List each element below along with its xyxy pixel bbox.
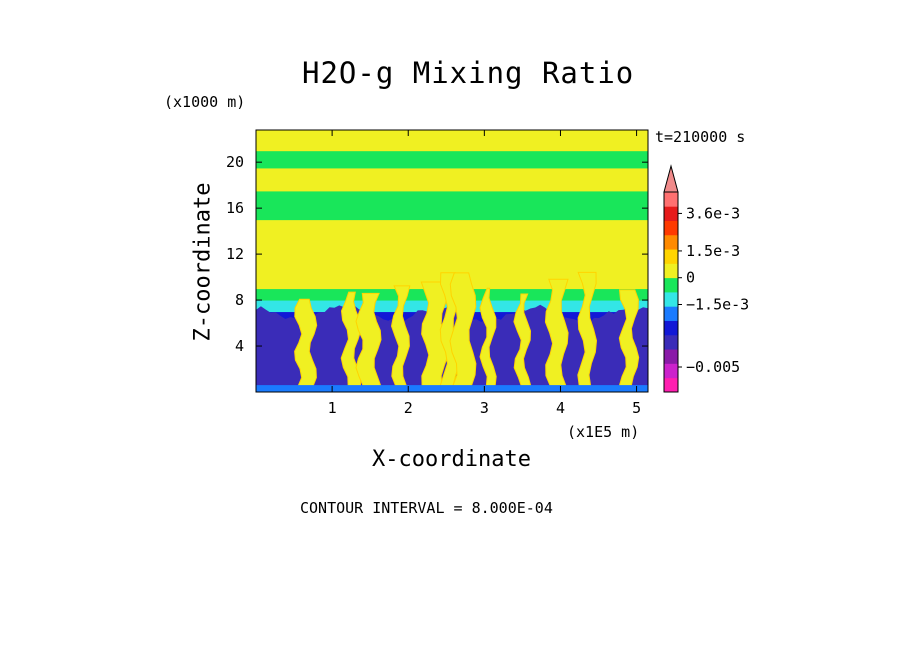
colorbar-frame xyxy=(663,191,679,393)
x-tick-label: 1 xyxy=(328,399,337,417)
x-tick-label: 3 xyxy=(480,399,489,417)
colorbar-swatch xyxy=(664,220,678,236)
colorbar-swatch xyxy=(664,263,678,279)
colorbar-swatch xyxy=(664,277,678,293)
colorbar-label: 3.6e-3 xyxy=(686,204,740,222)
colorbar-swatch xyxy=(664,234,678,250)
y-tick-label: 12 xyxy=(226,245,244,263)
colorbar-swatch xyxy=(664,320,678,336)
field-plume xyxy=(355,292,382,387)
colorbar-swatch xyxy=(664,249,678,264)
x-tick-label: 4 xyxy=(556,399,565,417)
time-label: t=210000 s xyxy=(655,128,746,146)
colorbar: 3.6e-3 1.5e-3 0 −1.5e-3 −0.005 xyxy=(663,164,749,393)
colorbar-swatch xyxy=(664,349,678,364)
colorbar-label: −0.005 xyxy=(686,358,740,376)
colorbar-swatch xyxy=(664,206,678,221)
x-axis-label: X-coordinate xyxy=(372,447,531,472)
field-band xyxy=(256,150,648,169)
x-tick-label: 5 xyxy=(632,399,641,417)
field-band xyxy=(256,130,648,152)
x-axis: 1 2 3 4 5 xyxy=(328,130,641,417)
contour-field xyxy=(256,130,648,392)
y-tick-label: 20 xyxy=(226,153,244,171)
field-plume xyxy=(618,289,640,387)
field-plume xyxy=(294,298,318,389)
colorbar-label: −1.5e-3 xyxy=(686,296,749,314)
field-plume xyxy=(449,272,477,387)
chart-title: H2O-g Mixing Ratio xyxy=(302,56,635,90)
colorbar-overflow-arrow xyxy=(663,164,679,193)
colorbar-swatch xyxy=(664,292,678,307)
field-plume xyxy=(513,293,532,387)
y-axis: 4 8 12 16 20 xyxy=(226,153,648,355)
colorbar-swatch xyxy=(664,192,678,207)
colorbar-label: 0 xyxy=(686,269,695,287)
field-plume xyxy=(390,285,411,387)
colorbar-swatch xyxy=(664,334,678,350)
field-plume xyxy=(577,271,598,387)
x-scale-label: (x1E5 m) xyxy=(567,423,640,441)
colorbar-label: 1.5e-3 xyxy=(686,242,740,260)
field-plume xyxy=(479,287,497,387)
field-plume xyxy=(544,278,569,387)
y-tick-label: 16 xyxy=(226,199,244,217)
colorbar-swatch xyxy=(664,377,678,393)
y-tick-label: 8 xyxy=(235,291,244,309)
y-scale-label: (x1000 m) xyxy=(164,93,246,111)
contour-interval-label: CONTOUR INTERVAL = 8.000E-04 xyxy=(300,499,553,517)
field-ground xyxy=(256,385,648,392)
colorbar-swatch xyxy=(664,306,678,321)
field-band xyxy=(256,167,648,192)
y-tick-label: 4 xyxy=(235,337,244,355)
field-plume xyxy=(340,291,362,387)
plot-frame xyxy=(255,129,649,393)
field-band xyxy=(256,190,648,221)
x-tick-label: 2 xyxy=(404,399,413,417)
colorbar-swatch xyxy=(664,363,678,379)
